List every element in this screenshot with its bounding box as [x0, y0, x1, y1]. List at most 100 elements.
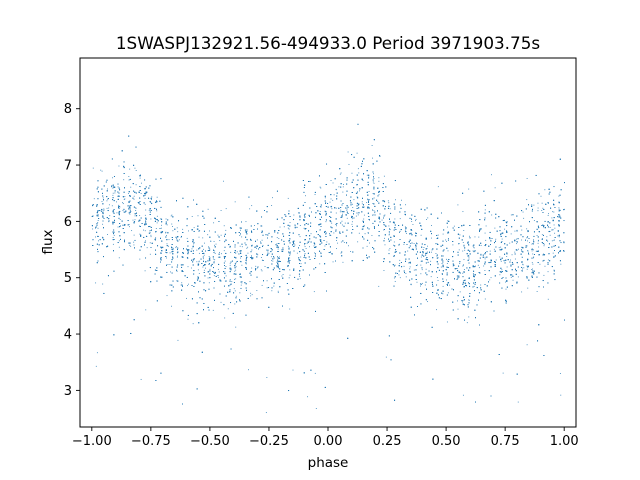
- data-point: [169, 252, 171, 254]
- data-point: [462, 211, 464, 213]
- data-point: [452, 244, 454, 246]
- data-point: [166, 243, 168, 245]
- data-point: [420, 285, 421, 287]
- data-point: [415, 245, 417, 247]
- data-point: [128, 224, 130, 225]
- data-point: [247, 252, 249, 254]
- data-point: [367, 198, 369, 200]
- data-point: [272, 260, 274, 262]
- data-point: [494, 187, 496, 189]
- data-point: [224, 271, 226, 273]
- data-point: [543, 227, 545, 229]
- data-point: [371, 145, 373, 146]
- data-point: [324, 197, 326, 199]
- data-point: [219, 236, 220, 238]
- data-point: [97, 227, 99, 229]
- data-point: [383, 270, 385, 271]
- data-point: [332, 182, 334, 184]
- data-point: [466, 322, 468, 324]
- data-point: [288, 251, 290, 253]
- data-point: [506, 230, 507, 232]
- data-point: [287, 227, 289, 229]
- data-point: [537, 207, 539, 209]
- data-point: [399, 230, 401, 232]
- data-point: [188, 283, 189, 285]
- data-point: [166, 224, 168, 226]
- data-point: [325, 230, 326, 232]
- data-point: [246, 247, 248, 249]
- data-point: [437, 234, 439, 236]
- data-point: [150, 199, 152, 201]
- data-point: [255, 246, 257, 248]
- data-point: [348, 245, 349, 247]
- data-point: [135, 184, 137, 186]
- data-point: [437, 280, 439, 281]
- data-point: [378, 285, 380, 287]
- data-point: [128, 202, 130, 203]
- data-point: [251, 267, 253, 269]
- data-point: [235, 252, 237, 254]
- data-point: [413, 269, 415, 271]
- data-point: [300, 256, 302, 258]
- data-point: [325, 233, 327, 235]
- data-point: [168, 239, 170, 241]
- data-point: [171, 214, 173, 216]
- data-point: [510, 233, 512, 235]
- data-point: [101, 170, 103, 172]
- data-point: [468, 282, 469, 283]
- data-point: [198, 252, 200, 254]
- data-point: [378, 177, 380, 179]
- data-point: [427, 217, 429, 219]
- data-point: [490, 277, 492, 279]
- data-point: [533, 243, 534, 245]
- data-point: [119, 206, 121, 208]
- data-point: [151, 196, 153, 198]
- data-point: [144, 222, 146, 224]
- data-point: [416, 281, 418, 283]
- data-point: [529, 242, 531, 243]
- data-point: [166, 235, 168, 237]
- data-point: [537, 202, 539, 204]
- data-point: [149, 230, 151, 232]
- data-point: [549, 227, 551, 228]
- data-point: [459, 291, 461, 293]
- data-point: [430, 260, 432, 262]
- data-point: [447, 250, 449, 252]
- data-point: [398, 244, 400, 246]
- data-point: [118, 240, 120, 242]
- data-point: [288, 262, 290, 264]
- data-point: [320, 251, 322, 253]
- data-point: [531, 269, 533, 270]
- data-point: [192, 323, 194, 325]
- data-point: [220, 234, 222, 236]
- data-point: [356, 152, 358, 154]
- data-point: [325, 233, 327, 235]
- data-point: [271, 260, 273, 262]
- data-point: [330, 180, 332, 181]
- data-point: [532, 253, 534, 255]
- data-point: [478, 267, 480, 269]
- data-point: [156, 215, 158, 217]
- data-point: [270, 256, 272, 258]
- data-point: [362, 220, 364, 222]
- data-point: [549, 234, 551, 236]
- data-point: [178, 239, 180, 241]
- data-point: [399, 218, 401, 220]
- data-point: [516, 243, 518, 245]
- data-point: [447, 220, 449, 222]
- data-point: [384, 244, 386, 246]
- data-point: [336, 248, 337, 250]
- data-point: [215, 243, 217, 245]
- data-point: [351, 221, 353, 223]
- data-point: [335, 212, 337, 214]
- data-point: [463, 244, 465, 246]
- data-point: [320, 187, 322, 189]
- data-point: [171, 223, 173, 225]
- data-point: [409, 266, 411, 268]
- data-point: [132, 219, 134, 221]
- data-point: [112, 177, 114, 179]
- data-point: [202, 266, 204, 268]
- data-point: [462, 265, 464, 267]
- data-point: [299, 275, 301, 277]
- data-point: [442, 293, 444, 295]
